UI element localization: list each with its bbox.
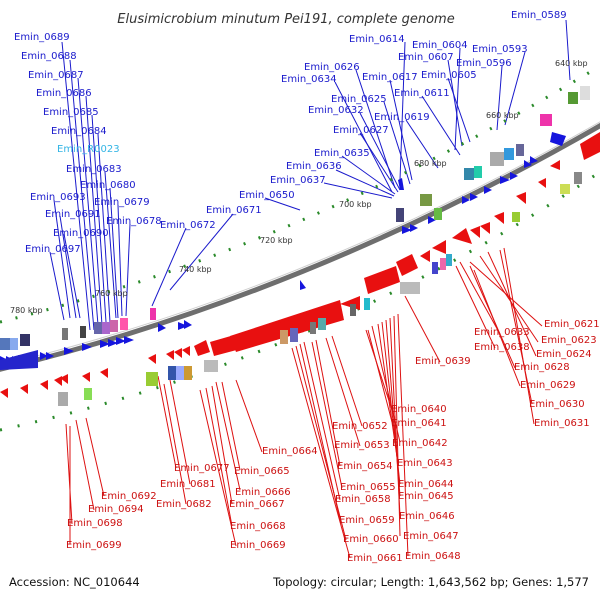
gene-label[interactable]: Emin_0633 xyxy=(474,327,530,338)
tick-700: 700 kbp xyxy=(339,200,372,209)
gene-label[interactable]: Emin_0647 xyxy=(403,531,459,542)
gene-label[interactable]: Emin_0626 xyxy=(304,62,360,73)
forward-gene-labels: Emin_0689 Emin_0688 Emin_0687 Emin_0686 … xyxy=(14,10,567,255)
gene-label[interactable]: Emin_0681 xyxy=(160,479,216,490)
genome-backbone-highlight xyxy=(0,121,600,366)
reverse-connectors xyxy=(65,247,543,559)
gene-label[interactable]: Emin_0683 xyxy=(66,164,122,175)
gene-label[interactable]: Emin_0684 xyxy=(51,126,107,137)
gene-label[interactable]: Emin_0660 xyxy=(343,534,399,545)
gene-label[interactable]: Emin_0659 xyxy=(339,515,395,526)
gene-label[interactable]: Emin_0692 xyxy=(101,491,157,502)
gene-label[interactable]: Emin_0593 xyxy=(472,44,528,55)
gene-label[interactable]: Emin_0648 xyxy=(405,551,461,562)
tick-660: 660 kbp xyxy=(486,111,519,120)
gene-label[interactable]: Emin_0635 xyxy=(314,148,370,159)
gene-label[interactable]: Emin_0619 xyxy=(374,112,430,123)
gene-label[interactable]: Emin_0669 xyxy=(230,540,286,551)
tick-680: 680 kbp xyxy=(414,159,447,168)
gene-label[interactable]: Emin_0680 xyxy=(80,180,136,191)
gene-label[interactable]: Emin_0678 xyxy=(106,216,162,227)
gene-label[interactable]: Emin_0653 xyxy=(334,440,390,451)
gene-label[interactable]: Emin_0694 xyxy=(88,504,144,515)
kbp-ticks: 640 kbp 660 kbp 680 kbp 700 kbp 720 kbp … xyxy=(10,59,588,315)
gene-label[interactable]: Emin_0628 xyxy=(514,362,570,373)
gene-label[interactable]: Emin_0621 xyxy=(544,319,600,330)
gene-label[interactable]: Emin_0646 xyxy=(399,511,455,522)
gene-label[interactable]: Emin_0693 xyxy=(30,192,86,203)
gene-label[interactable]: Emin_0650 xyxy=(239,190,295,201)
reverse-gene-labels: Emin_0621 Emin_0633 Emin_0623 Emin_0638 … xyxy=(66,319,600,564)
gene-label[interactable]: Emin_0671 xyxy=(206,205,262,216)
genome-summary-text: Topology: circular; Length: 1,643,562 bp… xyxy=(272,575,589,589)
gene-label[interactable]: Emin_R0023 xyxy=(57,144,120,155)
gene-label[interactable]: Emin_0629 xyxy=(520,380,576,391)
gene-label[interactable]: Emin_0607 xyxy=(398,52,454,63)
gene-label[interactable]: Emin_0667 xyxy=(229,499,285,510)
gene-label[interactable]: Emin_0698 xyxy=(67,518,123,529)
tick-640: 640 kbp xyxy=(555,59,588,68)
gene-label[interactable]: Emin_0686 xyxy=(36,88,92,99)
gene-label[interactable]: Emin_0682 xyxy=(156,499,212,510)
gene-label[interactable]: Emin_0642 xyxy=(392,438,448,449)
gene-label[interactable]: Emin_0677 xyxy=(174,463,230,474)
category-blocks xyxy=(0,86,590,406)
gene-label[interactable]: Emin_0637 xyxy=(270,175,326,186)
reverse-features xyxy=(0,132,600,398)
gene-label[interactable]: Emin_0605 xyxy=(421,70,477,81)
gene-label[interactable]: Emin_0668 xyxy=(230,521,286,532)
gene-label[interactable]: Emin_0617 xyxy=(362,72,418,83)
map-title: Elusimicrobium minutum Pei191, complete … xyxy=(117,12,454,27)
gene-label[interactable]: Emin_0689 xyxy=(14,32,70,43)
gene-label[interactable]: Emin_0655 xyxy=(340,482,396,493)
gene-label[interactable]: Emin_0640 xyxy=(391,404,447,415)
gene-label[interactable]: Emin_0641 xyxy=(391,418,447,429)
gene-label[interactable]: Emin_0661 xyxy=(347,553,403,564)
gene-label[interactable]: Emin_0654 xyxy=(337,461,393,472)
accession-text: Accession: NC_010644 xyxy=(9,575,140,589)
gene-label[interactable]: Emin_0611 xyxy=(394,88,450,99)
gene-label[interactable]: Emin_0638 xyxy=(474,342,530,353)
forward-features-top xyxy=(0,350,38,370)
gene-label[interactable]: Emin_0665 xyxy=(234,466,290,477)
gene-label[interactable]: Emin_0666 xyxy=(235,487,291,498)
gene-label[interactable]: Emin_0625 xyxy=(331,94,387,105)
gene-label[interactable]: Emin_0687 xyxy=(28,70,84,81)
gene-label[interactable]: Emin_0643 xyxy=(397,458,453,469)
gene-label[interactable]: Emin_0664 xyxy=(262,446,318,457)
tick-740: 740 kbp xyxy=(179,265,212,274)
gene-label[interactable]: Emin_0679 xyxy=(94,197,150,208)
gene-label[interactable]: Emin_0645 xyxy=(398,491,454,502)
gene-label[interactable]: Emin_0634 xyxy=(281,74,337,85)
gene-label[interactable]: Emin_0596 xyxy=(456,58,512,69)
tick-780: 780 kbp xyxy=(10,306,43,315)
gene-label[interactable]: Emin_0690 xyxy=(53,228,109,239)
gene-label[interactable]: Emin_0624 xyxy=(536,349,592,360)
tick-760: 760 kbp xyxy=(95,289,128,298)
gene-label[interactable]: Emin_0631 xyxy=(534,418,590,429)
gene-label[interactable]: Emin_0623 xyxy=(541,335,597,346)
gene-label[interactable]: Emin_0614 xyxy=(349,34,405,45)
gene-label[interactable]: Emin_0697 xyxy=(25,244,81,255)
forward-features xyxy=(0,132,566,364)
gene-label[interactable]: Emin_0644 xyxy=(398,479,454,490)
gene-label[interactable]: Emin_0685 xyxy=(43,107,99,118)
gene-label[interactable]: Emin_0589 xyxy=(511,10,567,21)
gene-label[interactable]: Emin_0639 xyxy=(415,356,471,367)
gene-label[interactable]: Emin_0672 xyxy=(160,220,216,231)
forward-connectors xyxy=(49,19,571,331)
gene-label[interactable]: Emin_0691 xyxy=(45,209,101,220)
gene-label[interactable]: Emin_0630 xyxy=(529,399,585,410)
gene-label[interactable]: Emin_0636 xyxy=(286,161,342,172)
gene-label[interactable]: Emin_0627 xyxy=(333,125,389,136)
gene-label[interactable]: Emin_0658 xyxy=(335,494,391,505)
gene-label[interactable]: Emin_0688 xyxy=(21,51,77,62)
gene-label[interactable]: Emin_0652 xyxy=(332,421,388,432)
tick-720: 720 kbp xyxy=(260,236,293,245)
gene-label[interactable]: Emin_0632 xyxy=(308,105,364,116)
gene-label[interactable]: Emin_0699 xyxy=(66,540,122,551)
gene-label[interactable]: Emin_0604 xyxy=(412,40,468,51)
